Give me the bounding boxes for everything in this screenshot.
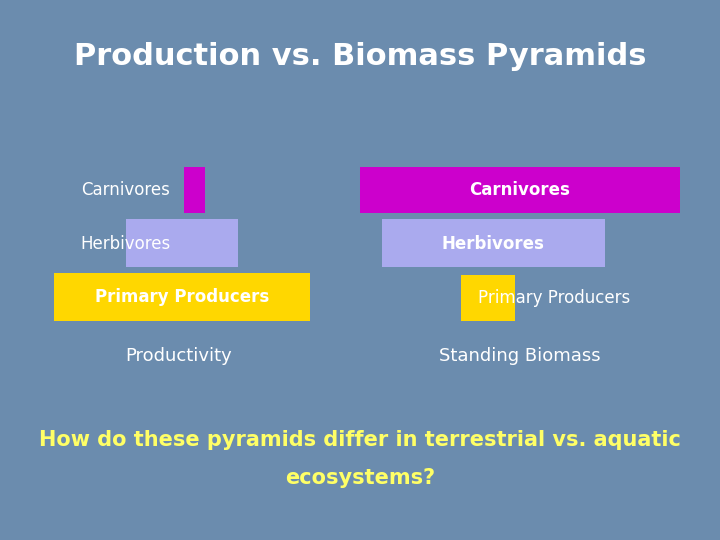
Text: ecosystems?: ecosystems? xyxy=(285,468,435,488)
Text: Primary Producers: Primary Producers xyxy=(478,289,631,307)
FancyBboxPatch shape xyxy=(461,275,515,321)
FancyBboxPatch shape xyxy=(184,167,205,213)
Text: Standing Biomass: Standing Biomass xyxy=(439,347,600,366)
Text: Herbivores: Herbivores xyxy=(442,235,544,253)
Text: Carnivores: Carnivores xyxy=(469,181,570,199)
Text: Herbivores: Herbivores xyxy=(81,235,171,253)
FancyBboxPatch shape xyxy=(360,167,680,213)
Text: Production vs. Biomass Pyramids: Production vs. Biomass Pyramids xyxy=(73,42,647,71)
FancyBboxPatch shape xyxy=(54,273,310,321)
FancyBboxPatch shape xyxy=(382,219,605,267)
Text: Primary Producers: Primary Producers xyxy=(95,288,269,306)
FancyBboxPatch shape xyxy=(126,219,238,267)
Text: Productivity: Productivity xyxy=(125,347,232,366)
Text: Carnivores: Carnivores xyxy=(81,181,171,199)
Text: How do these pyramids differ in terrestrial vs. aquatic: How do these pyramids differ in terrestr… xyxy=(39,430,681,450)
